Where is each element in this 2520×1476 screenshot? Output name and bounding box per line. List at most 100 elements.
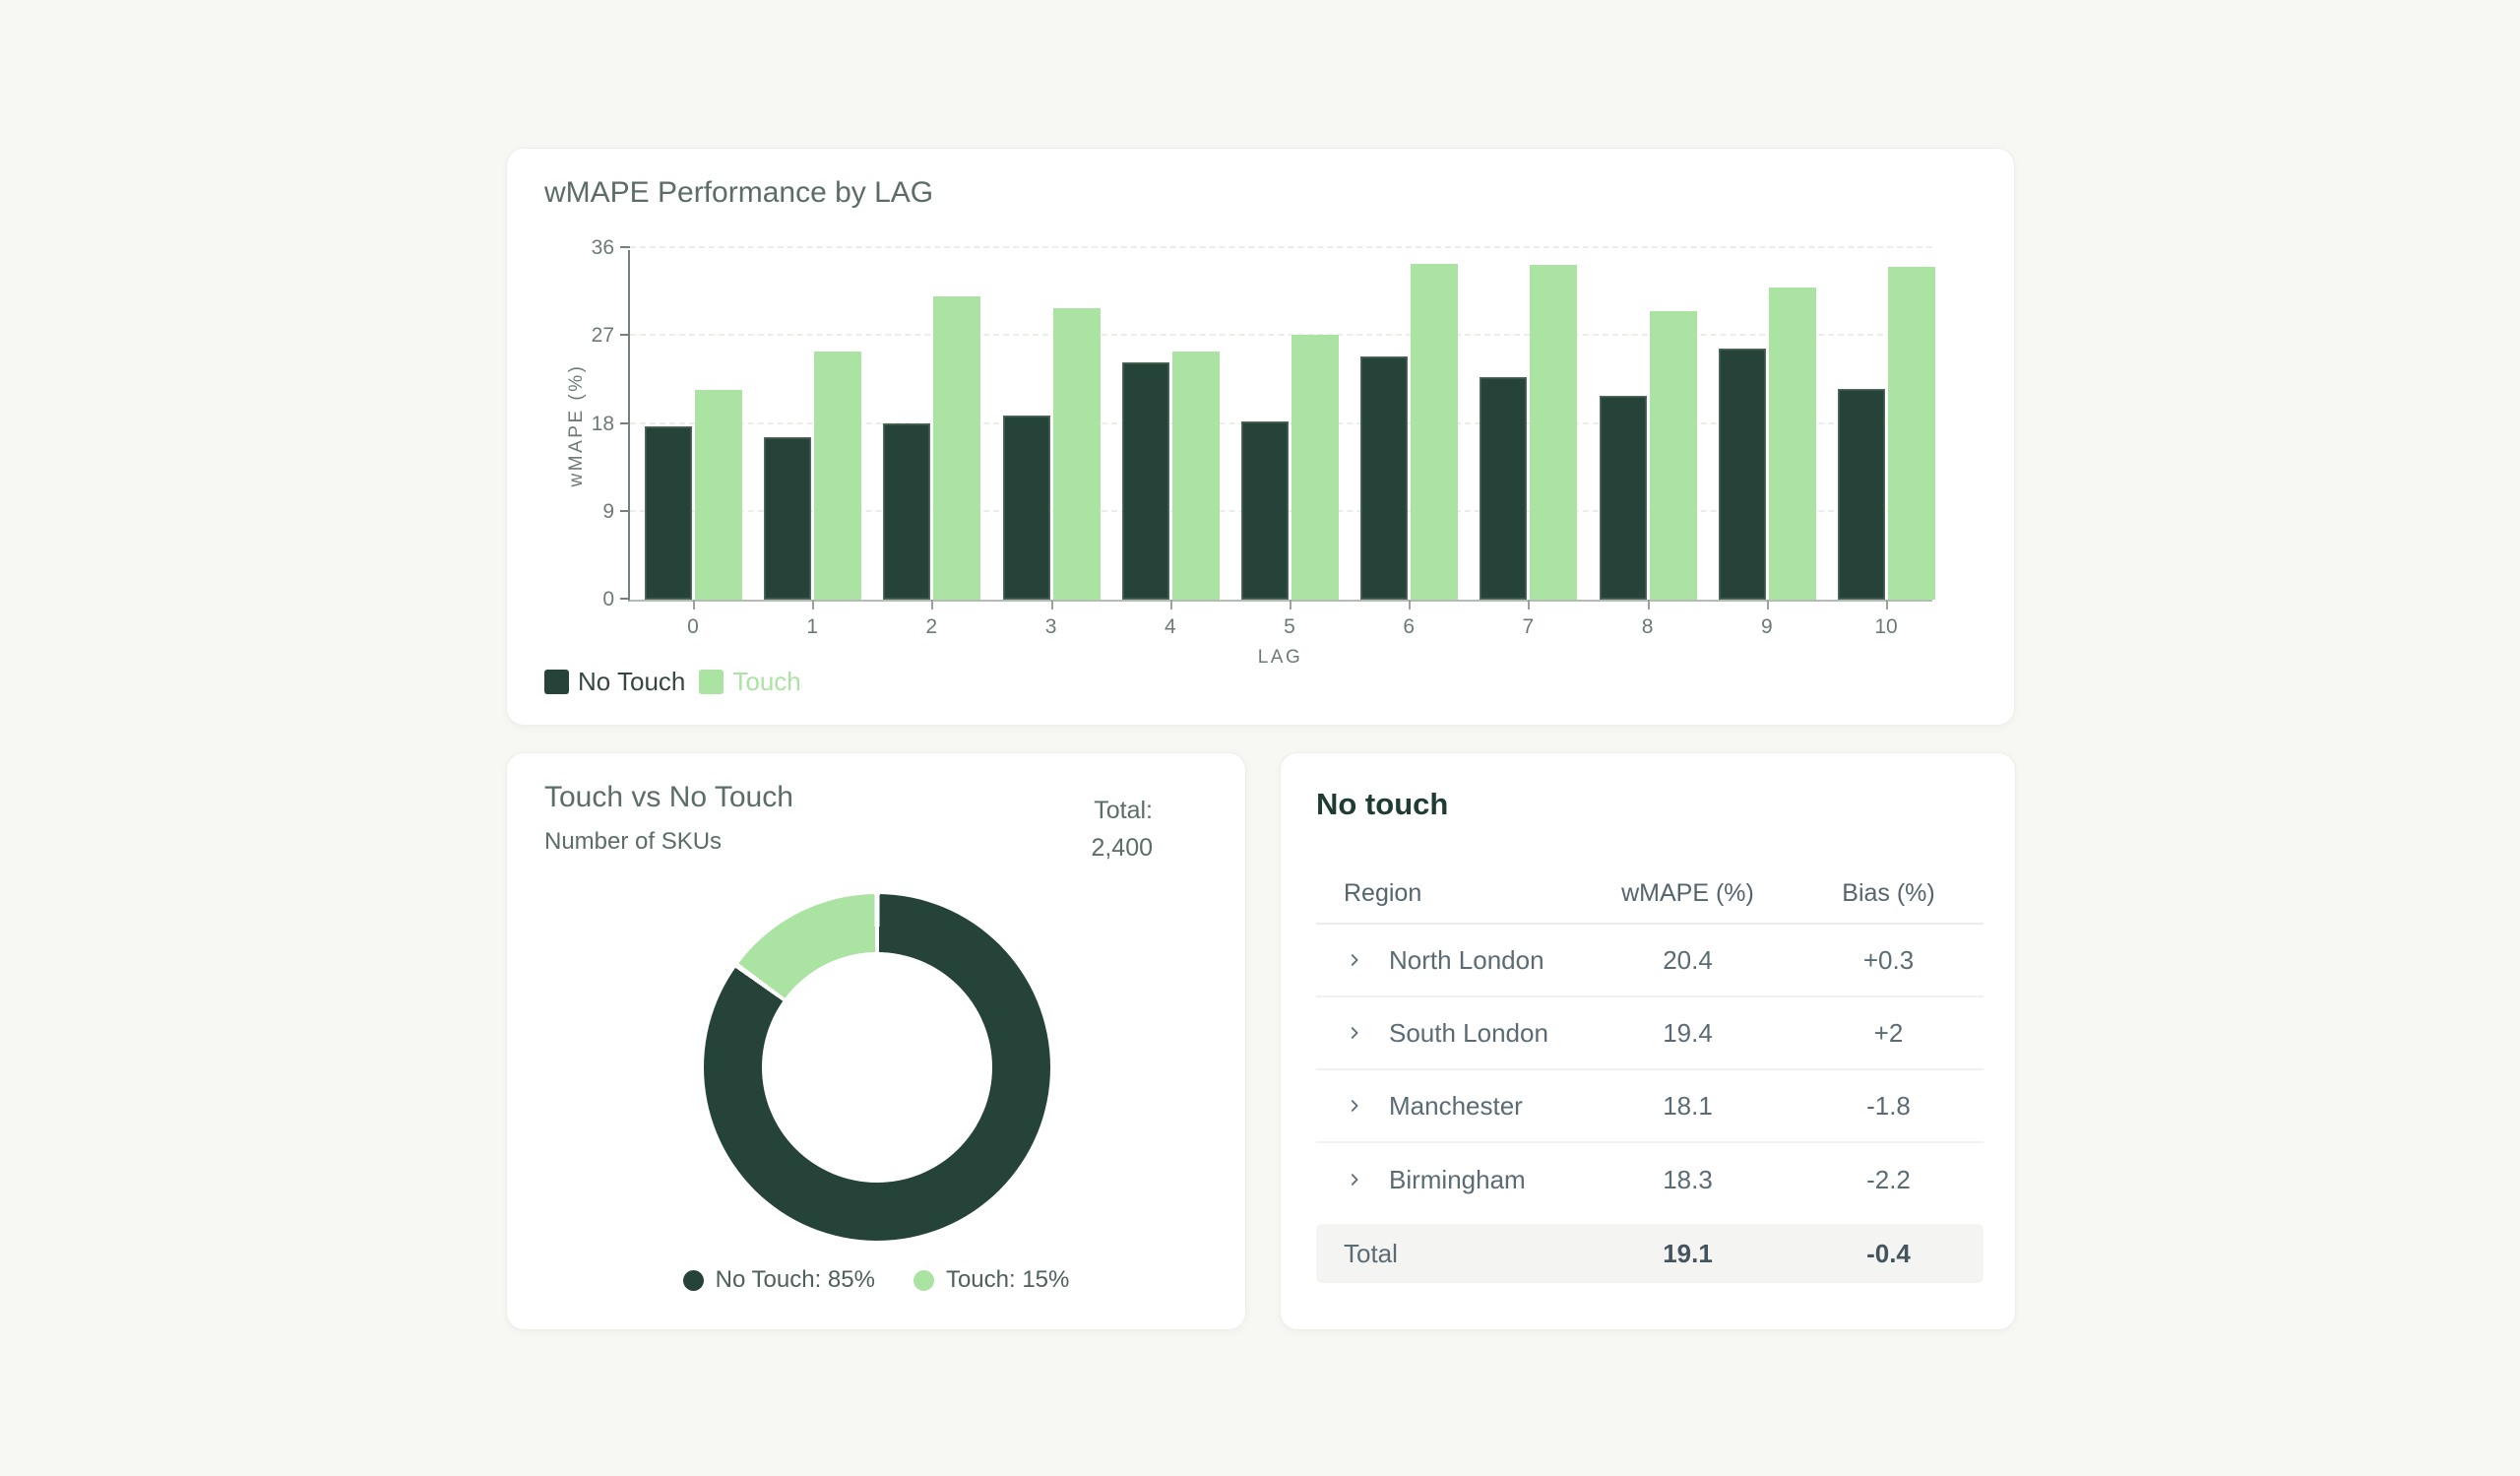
bar-no-touch-lag-4 bbox=[1121, 362, 1169, 600]
x-axis-label-3: 3 bbox=[1044, 615, 1057, 638]
chevron-right-icon[interactable] bbox=[1346, 1097, 1363, 1115]
region-name: Manchester bbox=[1389, 1090, 1523, 1121]
x-axis-label-0: 0 bbox=[687, 615, 699, 638]
lag-chart-x-axis-title: LAG bbox=[1257, 647, 1303, 668]
region-cell-north-london: North London bbox=[1316, 945, 1582, 976]
x-axis-label-10: 10 bbox=[1874, 615, 1898, 638]
x-axis-tick-7 bbox=[1528, 600, 1531, 610]
x-axis-tick-5 bbox=[1290, 600, 1292, 610]
bar-touch-lag-7 bbox=[1530, 264, 1578, 600]
region-cell-south-london: South London bbox=[1316, 1018, 1582, 1049]
x-axis-tick-1 bbox=[812, 600, 815, 610]
touch-dot-icon bbox=[913, 1269, 934, 1291]
table-body: North London 20.4 +0.3 South London 19.4 +2 Ma… bbox=[1316, 925, 1984, 1216]
bar-no-touch-lag-5 bbox=[1241, 420, 1289, 600]
bar-touch-lag-5 bbox=[1292, 335, 1339, 600]
y-axis-tick-0 bbox=[620, 598, 630, 600]
y-axis-label-27: 27 bbox=[591, 324, 614, 348]
x-axis-label-8: 8 bbox=[1641, 615, 1654, 638]
donut-legend-label-touch: Touch: 15% bbox=[945, 1266, 1070, 1293]
bar-touch-lag-6 bbox=[1411, 263, 1459, 600]
chevron-right-icon[interactable] bbox=[1346, 1171, 1363, 1188]
x-axis-label-6: 6 bbox=[1403, 615, 1416, 638]
x-axis-tick-10 bbox=[1886, 600, 1888, 610]
table-row-manchester[interactable]: Manchester 18.1 -1.8 bbox=[1316, 1070, 1984, 1143]
y-axis-label-18: 18 bbox=[591, 412, 614, 435]
x-axis-tick-3 bbox=[1050, 600, 1053, 610]
chevron-right-icon[interactable] bbox=[1346, 951, 1363, 969]
legend-label-touch: Touch bbox=[732, 667, 801, 696]
donut-legend-item-no-touch[interactable]: No Touch: 85% bbox=[682, 1266, 875, 1294]
region-cell-birmingham: Birmingham bbox=[1316, 1165, 1582, 1195]
legend-label-no-touch: No Touch bbox=[578, 667, 686, 696]
x-axis-tick-4 bbox=[1169, 600, 1172, 610]
y-axis-label-9: 9 bbox=[602, 499, 614, 523]
table-row-south-london[interactable]: South London 19.4 +2 bbox=[1316, 997, 1984, 1070]
total-row-wmape: 19.1 bbox=[1663, 1238, 1713, 1268]
wmape-cell-manchester: 18.1 bbox=[1663, 1090, 1713, 1121]
bar-touch-lag-3 bbox=[1052, 308, 1101, 600]
x-axis-label-7: 7 bbox=[1522, 615, 1535, 638]
touch-vs-no-touch-card: Touch vs No Touch Number of SKUs Total: … bbox=[506, 752, 1246, 1330]
table-row-north-london[interactable]: North London 20.4 +0.3 bbox=[1316, 925, 1984, 997]
y-axis-label-36: 36 bbox=[591, 236, 614, 259]
chevron-right-icon[interactable] bbox=[1346, 1024, 1363, 1042]
x-axis-tick-9 bbox=[1766, 600, 1769, 610]
region-name: South London bbox=[1389, 1017, 1548, 1048]
column-header-wmape: wMAPE (%) bbox=[1621, 878, 1754, 907]
x-axis-label-5: 5 bbox=[1284, 615, 1295, 638]
no-touch-swatch-icon bbox=[544, 670, 569, 694]
bar-touch-lag-10 bbox=[1888, 266, 1935, 600]
y-axis-tick-9 bbox=[620, 509, 630, 512]
y-axis-tick-27 bbox=[620, 334, 630, 337]
bar-no-touch-lag-3 bbox=[1002, 415, 1050, 600]
bar-no-touch-lag-8 bbox=[1599, 395, 1647, 600]
column-header-bias: Bias (%) bbox=[1842, 878, 1935, 907]
bar-no-touch-lag-1 bbox=[764, 437, 812, 600]
bar-no-touch-lag-0 bbox=[645, 426, 692, 600]
bar-touch-lag-8 bbox=[1649, 311, 1697, 600]
donut-total: Total: 2,400 bbox=[1091, 793, 1153, 866]
x-axis-label-2: 2 bbox=[925, 615, 938, 638]
column-header-region: Region bbox=[1344, 878, 1422, 907]
bar-no-touch-lag-10 bbox=[1838, 388, 1885, 600]
donut-legend-item-touch[interactable]: Touch: 15% bbox=[913, 1266, 1070, 1294]
table-header-row: Region wMAPE (%) Bias (%) bbox=[1316, 864, 1984, 925]
gridline-y-27 bbox=[630, 334, 1932, 337]
lag-chart-title: wMAPE Performance by LAG bbox=[544, 176, 934, 209]
bar-no-touch-lag-7 bbox=[1480, 376, 1528, 600]
wmape-cell-north-london: 20.4 bbox=[1663, 944, 1713, 975]
x-axis-tick-8 bbox=[1647, 600, 1650, 610]
bias-cell-birmingham: -2.2 bbox=[1866, 1164, 1911, 1194]
table-total-row: Total 19.1 -0.4 bbox=[1316, 1224, 1984, 1283]
y-axis-tick-36 bbox=[620, 246, 630, 248]
lag-bar-chart-plot: 0 9 18 27 36 0 1 2 3 4 5 6 7 8 9 10 bbox=[592, 236, 1935, 638]
region-table: Region wMAPE (%) Bias (%) North London 20… bbox=[1316, 864, 1984, 1283]
bias-cell-manchester: -1.8 bbox=[1866, 1090, 1911, 1121]
x-axis-tick-0 bbox=[693, 600, 695, 610]
total-row-label: Total bbox=[1344, 1238, 1398, 1268]
region-name: Birmingham bbox=[1389, 1164, 1526, 1194]
wmape-by-lag-card: wMAPE Performance by LAG wMAPE (%) 0 9 18 2… bbox=[506, 148, 2015, 726]
donut-legend: No Touch: 85% Touch: 15% bbox=[507, 1266, 1245, 1294]
bar-touch-lag-9 bbox=[1768, 287, 1816, 600]
donut-total-label: Total: bbox=[1094, 797, 1153, 824]
legend-item-no-touch[interactable]: No Touch bbox=[544, 667, 685, 697]
bar-touch-lag-0 bbox=[695, 389, 742, 600]
y-axis-tick-18 bbox=[620, 421, 630, 424]
x-axis-tick-2 bbox=[931, 600, 934, 610]
lag-chart-legend: No Touch Touch bbox=[544, 667, 801, 697]
donut-chart-subtitle: Number of SKUs bbox=[544, 828, 723, 855]
gridline-y-36 bbox=[630, 246, 1932, 248]
legend-item-touch[interactable]: Touch bbox=[699, 667, 801, 697]
no-touch-dot-icon bbox=[682, 1269, 704, 1291]
x-axis-label-4: 4 bbox=[1164, 615, 1176, 638]
donut-total-value: 2,400 bbox=[1091, 833, 1153, 862]
donut-legend-label-no-touch: No Touch: 85% bbox=[715, 1266, 875, 1293]
table-row-birmingham[interactable]: Birmingham 18.3 -2.2 bbox=[1316, 1143, 1984, 1216]
wmape-cell-birmingham: 18.3 bbox=[1663, 1164, 1713, 1194]
touch-swatch-icon bbox=[699, 670, 724, 694]
bar-touch-lag-2 bbox=[933, 295, 981, 600]
bar-touch-lag-4 bbox=[1171, 352, 1220, 600]
